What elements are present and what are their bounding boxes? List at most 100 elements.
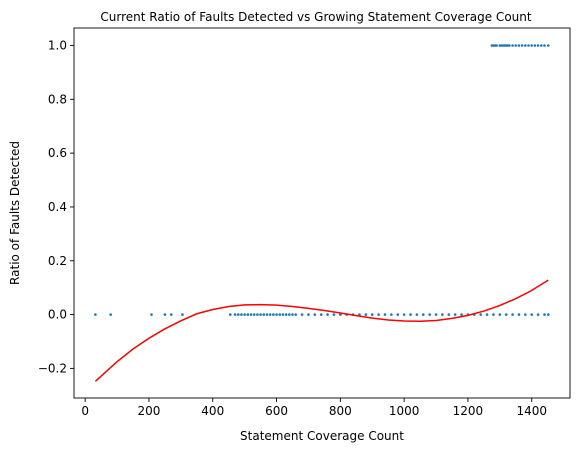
data-point-0-18 [268, 313, 272, 316]
plot-frame [73, 27, 571, 399]
data-point-1-12 [514, 44, 518, 47]
data-point-0-40 [383, 313, 387, 316]
fit-line [94, 279, 549, 382]
x-axis: 0 200 400 600 800 1000 1200 1400 [81, 398, 547, 418]
data-point-0-63 [530, 313, 534, 316]
data-point-0-4 [169, 313, 173, 316]
data-point-1-18 [533, 44, 537, 47]
data-point-0-25 [291, 313, 294, 316]
y-tick-label: 0.0 [48, 308, 67, 322]
data-point-0-48 [434, 313, 438, 316]
y-axis: −0.2 0.0 0.2 0.4 0.6 0.8 1.0 [38, 38, 74, 375]
data-point-0-15 [259, 313, 262, 316]
data-point-1-15 [524, 44, 527, 47]
chart-title: Current Ratio of Faults Detected vs Grow… [100, 10, 531, 24]
data-point-0-0 [94, 313, 97, 316]
data-point-0-62 [524, 313, 527, 316]
y-tick-label: 0.6 [48, 146, 67, 160]
data-point-0-20 [275, 313, 278, 316]
data-point-0-49 [441, 313, 444, 316]
data-point-1-10 [508, 44, 511, 47]
y-tick-label: 0.4 [48, 200, 67, 214]
data-point-0-22 [281, 313, 285, 316]
data-point-0-28 [307, 313, 310, 316]
plot-area [94, 44, 550, 382]
x-tick-label: 200 [138, 404, 161, 418]
data-point-0-46 [421, 313, 425, 316]
data-point-0-29 [313, 313, 317, 316]
data-point-0-59 [504, 313, 508, 316]
y-tick-label: 0.8 [48, 92, 67, 106]
data-point-0-43 [402, 313, 406, 316]
data-point-0-12 [249, 313, 253, 316]
data-point-0-61 [517, 313, 521, 316]
data-point-0-36 [358, 313, 361, 316]
data-point-0-30 [319, 313, 323, 316]
data-point-0-52 [460, 313, 463, 316]
y-tick-label: 0.2 [48, 254, 67, 268]
data-point-1-13 [517, 44, 521, 47]
data-point-0-64 [536, 313, 540, 316]
data-point-0-16 [262, 313, 266, 316]
x-tick-label: 1400 [516, 404, 547, 418]
data-point-0-55 [479, 313, 482, 316]
data-point-0-56 [485, 313, 489, 316]
data-point-1-3 [495, 44, 498, 47]
data-point-1-11 [511, 44, 514, 47]
data-point-1-16 [527, 44, 530, 47]
data-point-0-27 [300, 313, 304, 316]
data-point-0-58 [498, 313, 502, 316]
data-point-0-7 [233, 313, 237, 316]
data-point-0-66 [547, 313, 550, 316]
y-tick-label: −0.2 [38, 361, 67, 375]
data-point-0-14 [256, 313, 259, 316]
x-tick-label: 1200 [453, 404, 484, 418]
data-point-1-21 [543, 44, 546, 47]
data-point-0-1 [109, 313, 112, 316]
data-point-0-45 [415, 313, 419, 316]
data-point-0-3 [163, 313, 167, 316]
data-point-0-57 [492, 313, 495, 316]
data-point-0-8 [236, 313, 240, 316]
x-tick-label: 800 [329, 404, 352, 418]
data-point-0-39 [377, 313, 380, 316]
y-axis-title: Ratio of Faults Detected [8, 141, 22, 285]
x-tick-label: 400 [201, 404, 224, 418]
data-point-0-60 [511, 313, 514, 316]
data-point-0-9 [240, 313, 243, 316]
data-point-0-38 [370, 313, 374, 316]
data-point-0-47 [428, 313, 431, 316]
data-point-0-24 [288, 313, 291, 316]
data-point-0-5 [181, 313, 184, 316]
x-tick-label: 1000 [389, 404, 420, 418]
data-point-0-13 [252, 313, 256, 316]
x-tick-label: 600 [265, 404, 288, 418]
data-point-1-19 [536, 44, 540, 47]
data-point-0-23 [284, 313, 288, 316]
data-point-0-19 [272, 313, 275, 316]
data-point-0-65 [543, 313, 546, 316]
data-point-1-14 [520, 44, 524, 47]
y-tick-label: 1.0 [48, 38, 67, 52]
data-point-1-20 [539, 44, 543, 47]
data-point-0-42 [396, 313, 400, 316]
x-axis-title: Statement Coverage Count [240, 429, 404, 443]
data-point-1-17 [530, 44, 534, 47]
data-point-0-2 [150, 313, 153, 316]
data-point-0-11 [246, 313, 250, 316]
data-point-0-33 [339, 313, 342, 316]
data-point-0-17 [265, 313, 269, 316]
data-point-0-44 [409, 313, 412, 316]
data-point-0-32 [332, 313, 336, 316]
data-point-0-10 [243, 313, 246, 316]
data-point-0-6 [229, 313, 232, 316]
data-point-0-51 [453, 313, 457, 316]
data-point-0-26 [294, 313, 297, 316]
data-point-0-50 [447, 313, 451, 316]
data-point-0-21 [278, 313, 282, 316]
data-point-0-31 [326, 313, 329, 316]
data-point-1-22 [547, 44, 550, 47]
x-tick-label: 0 [81, 404, 89, 418]
data-point-0-41 [390, 313, 393, 316]
